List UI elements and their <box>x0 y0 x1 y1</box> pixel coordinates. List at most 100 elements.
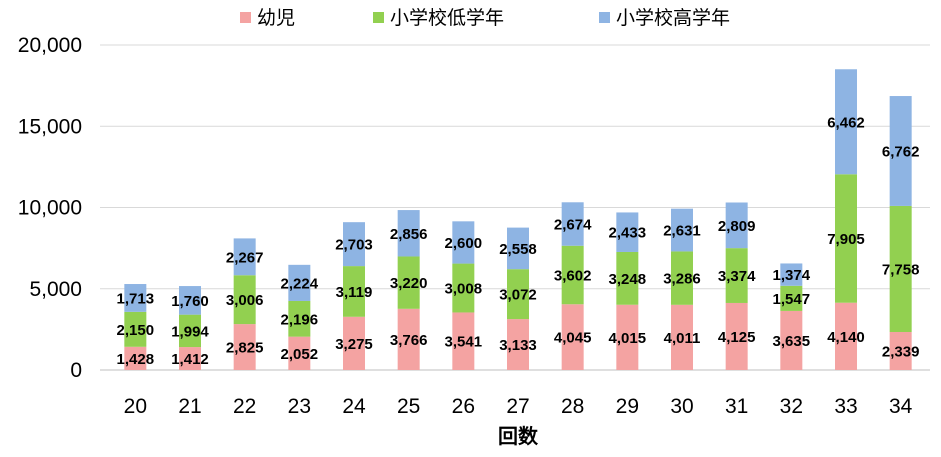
legend-swatch <box>240 12 251 23</box>
bar-segment <box>561 202 584 246</box>
bar-segment <box>835 174 857 303</box>
data-label: 3,635 <box>773 333 811 350</box>
bar-segment <box>835 302 857 370</box>
bar-segment <box>452 312 475 370</box>
x-tick-label: 26 <box>452 395 475 418</box>
x-tick-label: 34 <box>889 395 913 418</box>
bar-segment <box>780 263 803 286</box>
bar-segment <box>179 286 201 315</box>
data-label: 4,011 <box>664 330 701 347</box>
data-label: 3,072 <box>499 287 537 304</box>
bar-segment <box>343 316 365 370</box>
data-label: 3,275 <box>335 336 373 353</box>
x-axis-title: 回数 <box>498 424 539 448</box>
x-tick-label: 32 <box>780 395 803 418</box>
bar-segment <box>288 300 311 337</box>
bar-segment <box>889 96 912 206</box>
data-label: 4,045 <box>554 330 592 347</box>
x-tick-label: 25 <box>397 395 420 418</box>
data-label: 2,856 <box>390 226 428 243</box>
bar-segment <box>288 336 311 370</box>
data-label: 1,428 <box>117 351 155 368</box>
bar-segment <box>397 256 420 309</box>
data-label: 6,762 <box>882 143 920 160</box>
data-label: 2,224 <box>281 275 319 292</box>
x-tick-label: 24 <box>342 395 366 418</box>
y-tick-label: 10,000 <box>18 197 82 220</box>
data-label: 2,433 <box>609 225 647 242</box>
data-label: 2,339 <box>882 343 920 360</box>
bar-segment <box>725 248 748 303</box>
x-tick-label: 27 <box>506 395 529 418</box>
data-label: 2,150 <box>117 322 155 339</box>
x-tick-label: 28 <box>561 395 584 418</box>
bar-segment <box>452 221 475 264</box>
bar-segment <box>233 275 256 325</box>
bar-segment <box>507 319 529 370</box>
data-label: 1,412 <box>171 351 209 368</box>
x-tick-label: 21 <box>178 395 201 418</box>
bar-segment <box>616 304 639 370</box>
data-label: 2,825 <box>226 340 264 357</box>
data-label: 7,905 <box>827 231 865 248</box>
data-label: 3,220 <box>390 275 428 292</box>
bar-segment <box>671 304 693 370</box>
bar-segment <box>124 284 147 312</box>
x-tick-label: 30 <box>670 395 693 418</box>
data-label: 2,631 <box>663 223 701 240</box>
data-label: 3,602 <box>554 268 592 285</box>
y-tick-label: 20,000 <box>18 34 82 57</box>
data-label: 3,766 <box>390 332 428 349</box>
data-label: 1,760 <box>171 293 209 310</box>
bars <box>124 69 912 370</box>
bar-segment <box>343 266 365 317</box>
bar-segment <box>889 205 912 332</box>
bar-segment <box>179 314 201 348</box>
bar-segment <box>179 347 201 370</box>
bar-segment <box>233 238 256 276</box>
bar-segment <box>616 212 639 252</box>
data-label: 3,374 <box>718 268 756 285</box>
data-label: 1,994 <box>171 323 209 340</box>
legend-swatch <box>373 12 384 23</box>
data-label: 3,006 <box>226 292 264 309</box>
data-label: 4,140 <box>827 329 865 346</box>
data-label: 2,809 <box>718 218 756 235</box>
x-tick-label: 29 <box>616 395 639 418</box>
x-tick-label: 31 <box>725 395 748 418</box>
bar-segment <box>507 227 529 270</box>
legend-label: 小学校高学年 <box>616 7 730 29</box>
data-label: 3,133 <box>499 337 537 354</box>
data-label: 4,125 <box>718 329 756 346</box>
data-label: 3,541 <box>445 334 483 351</box>
bar-segment <box>124 311 147 347</box>
data-label: 2,674 <box>554 217 592 234</box>
x-axis-tick-labels: 20 21 22 23 24 25 26 27 28 29 30 31 32 33 34 <box>124 395 913 418</box>
data-label: 4,015 <box>609 330 647 347</box>
bar-segment <box>397 308 420 370</box>
bar-segment <box>780 310 803 370</box>
y-tick-label: 0 <box>70 359 82 382</box>
x-tick-label: 22 <box>233 395 256 418</box>
bar-segment <box>233 324 256 370</box>
data-label: 3,248 <box>609 271 647 288</box>
data-label: 2,703 <box>335 237 373 254</box>
data-label: 2,052 <box>281 346 319 363</box>
legend-swatch <box>599 12 610 23</box>
bar-segment <box>725 202 748 249</box>
data-label: 6,462 <box>827 114 865 131</box>
bar-segment <box>780 285 803 311</box>
data-label: 2,600 <box>445 235 483 252</box>
bar-segment <box>835 69 857 175</box>
data-label: 3,286 <box>663 271 701 288</box>
legend: 幼児 小学校低学年 小学校高学年 <box>240 7 730 29</box>
x-tick-label: 33 <box>834 395 857 418</box>
bar-segment <box>288 264 311 301</box>
bar-segment <box>561 304 584 370</box>
bar-segment <box>397 210 420 257</box>
data-label: 7,758 <box>882 261 920 278</box>
bar-segment <box>561 245 584 305</box>
bar-segment <box>343 222 365 267</box>
bar-segment <box>124 346 147 370</box>
